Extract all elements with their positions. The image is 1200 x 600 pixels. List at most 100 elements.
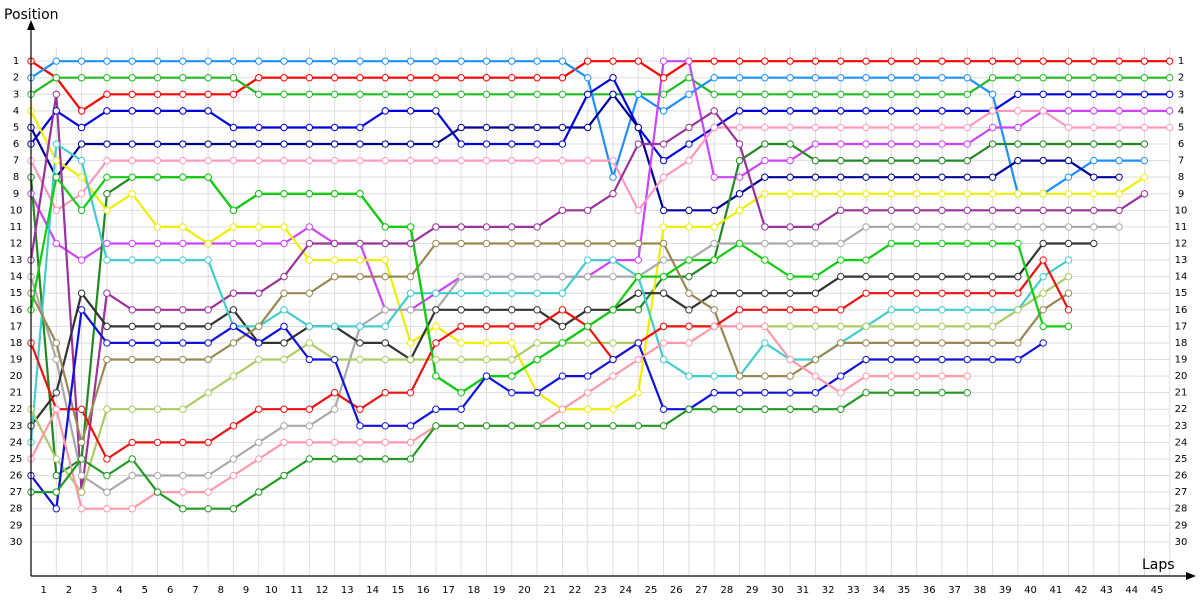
lap-marker xyxy=(659,90,668,99)
lap-marker xyxy=(280,140,288,148)
lap-marker xyxy=(432,140,440,148)
lap-marker xyxy=(862,90,870,99)
lap-marker xyxy=(77,74,86,82)
lap-marker xyxy=(255,156,263,165)
lap-marker xyxy=(912,140,921,148)
lap-marker xyxy=(52,156,61,165)
lap-marker xyxy=(685,339,693,347)
lap-marker xyxy=(659,223,668,231)
lap-marker xyxy=(583,322,592,331)
lap-marker xyxy=(710,173,718,181)
lap-marker xyxy=(255,339,263,347)
lap-marker xyxy=(128,156,136,165)
lap-marker xyxy=(938,74,946,82)
lap-marker xyxy=(204,107,212,115)
y-tick-label: 15 xyxy=(10,288,23,299)
lap-marker xyxy=(204,355,212,364)
lap-marker xyxy=(1090,107,1098,115)
lap-marker xyxy=(508,322,516,331)
lap-marker xyxy=(153,156,162,165)
lap-marker xyxy=(963,173,971,181)
lap-marker xyxy=(710,405,718,413)
lap-marker xyxy=(128,90,136,99)
lap-marker xyxy=(1039,256,1047,264)
lap-marker xyxy=(457,239,465,248)
lap-marker xyxy=(103,107,111,115)
y-tick-label-right: 30 xyxy=(1175,537,1188,548)
lap-marker xyxy=(457,322,465,331)
lap-marker xyxy=(330,57,339,65)
lap-marker xyxy=(761,173,769,181)
lap-marker xyxy=(761,140,769,148)
lap-marker xyxy=(1115,123,1123,132)
lap-marker xyxy=(381,422,389,430)
lap-marker xyxy=(1090,140,1098,148)
y-tick-label-right: 16 xyxy=(1175,305,1188,316)
lap-marker xyxy=(77,488,86,496)
lap-marker xyxy=(103,156,111,165)
lap-marker xyxy=(938,206,946,215)
lap-marker xyxy=(583,156,592,165)
lap-marker xyxy=(457,140,465,148)
lap-marker xyxy=(381,306,389,314)
lap-marker xyxy=(52,74,61,82)
lap-marker xyxy=(153,438,162,447)
y-tick-label-right: 13 xyxy=(1175,255,1188,266)
lap-marker xyxy=(558,123,567,132)
lap-marker xyxy=(508,223,516,231)
lap-marker xyxy=(735,306,744,314)
lap-marker xyxy=(103,57,111,65)
y-tick-label: 28 xyxy=(10,504,23,515)
lap-marker xyxy=(1090,223,1098,231)
lap-marker xyxy=(710,239,718,248)
lap-marker xyxy=(609,90,617,99)
lap-marker xyxy=(558,306,567,314)
lap-marker xyxy=(912,107,921,115)
lap-marker xyxy=(1064,223,1073,231)
lap-marker xyxy=(255,289,263,297)
lap-marker xyxy=(1090,173,1098,181)
lap-marker xyxy=(356,355,364,364)
lap-marker xyxy=(811,57,820,65)
lap-marker xyxy=(811,372,820,380)
lap-marker xyxy=(685,306,693,314)
lap-marker xyxy=(406,140,415,148)
lap-marker xyxy=(837,57,845,65)
lap-marker xyxy=(432,306,440,314)
lap-marker xyxy=(330,140,339,148)
lap-marker xyxy=(356,405,364,413)
lap-marker xyxy=(938,239,946,248)
y-tick-label-right: 27 xyxy=(1175,487,1188,498)
lap-marker xyxy=(609,239,617,248)
lap-marker xyxy=(179,339,187,347)
lap-marker xyxy=(837,190,845,198)
lap-marker xyxy=(963,140,971,148)
series-line xyxy=(30,325,968,510)
lap-marker xyxy=(887,272,896,281)
lap-marker xyxy=(659,140,668,148)
lap-marker xyxy=(583,74,592,82)
lap-marker xyxy=(862,355,870,364)
lap-marker xyxy=(432,355,440,364)
lap-marker xyxy=(457,272,465,281)
lap-marker xyxy=(862,206,870,215)
x-tick-label: 44 xyxy=(1125,585,1138,596)
lap-marker xyxy=(811,173,820,181)
lap-marker xyxy=(128,239,136,248)
x-tick-label: 36 xyxy=(923,585,936,596)
lap-marker xyxy=(710,206,718,215)
lap-marker xyxy=(837,123,845,132)
lap-marker xyxy=(558,57,567,65)
lap-marker xyxy=(938,272,946,281)
lap-marker xyxy=(912,339,921,347)
lap-marker xyxy=(761,306,769,314)
lap-marker xyxy=(634,239,643,248)
lap-marker xyxy=(381,223,389,231)
y-tick-label-right: 23 xyxy=(1175,421,1188,432)
lap-marker xyxy=(963,339,971,347)
x-tick-label: 24 xyxy=(619,585,632,596)
lap-marker xyxy=(659,256,668,264)
lap-marker xyxy=(255,455,263,463)
lap-marker xyxy=(179,355,187,364)
